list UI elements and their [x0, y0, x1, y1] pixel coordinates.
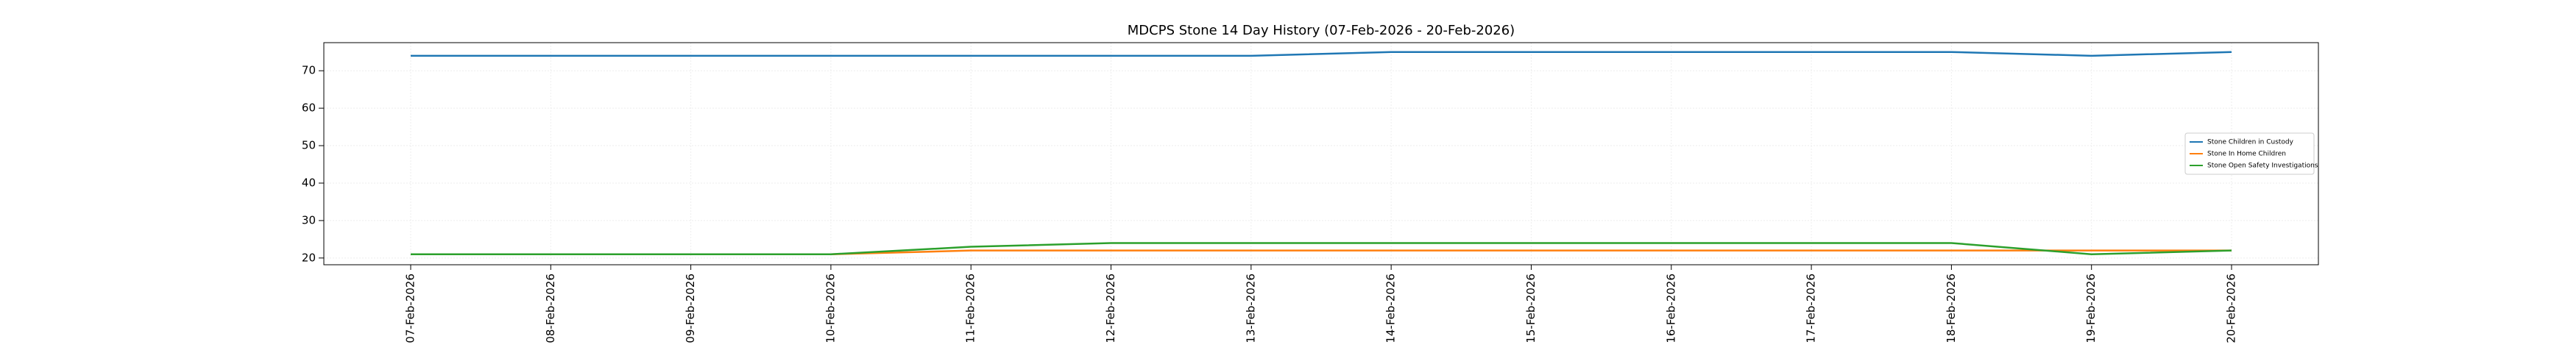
legend-label: Stone Children in Custody — [2207, 139, 2294, 146]
legend-label: Stone Open Safety Investigations — [2207, 163, 2318, 170]
y-tick-label: 60 — [302, 101, 316, 115]
y-tick-label: 20 — [302, 251, 316, 264]
x-tick-label: 12-Feb-2026 — [1104, 274, 1117, 343]
x-tick-label: 09-Feb-2026 — [684, 274, 697, 343]
x-tick-label: 19-Feb-2026 — [2084, 274, 2098, 343]
legend-label: Stone In Home Children — [2207, 151, 2286, 158]
x-tick-label: 16-Feb-2026 — [1664, 274, 1677, 343]
x-tick-label: 17-Feb-2026 — [1805, 274, 1818, 343]
legend-box — [2184, 132, 2315, 175]
x-tick-label: 15-Feb-2026 — [1524, 274, 1538, 343]
x-tick-label: 18-Feb-2026 — [1945, 274, 1958, 343]
x-tick-label: 11-Feb-2026 — [964, 274, 977, 343]
x-tick-label: 20-Feb-2026 — [2225, 274, 2238, 343]
x-tick-label: 10-Feb-2026 — [824, 274, 837, 343]
x-tick-label: 07-Feb-2026 — [403, 274, 417, 343]
plot-frame — [323, 42, 2319, 265]
series-line — [410, 242, 2232, 255]
x-tick-label: 14-Feb-2026 — [1384, 274, 1398, 343]
x-tick-label: 08-Feb-2026 — [544, 274, 557, 343]
y-tick-label: 50 — [302, 139, 316, 152]
x-tick-label: 13-Feb-2026 — [1244, 274, 1257, 343]
chart-title: MDCPS Stone 14 Day History (07-Feb-2026 … — [1128, 23, 1515, 38]
series-line — [410, 51, 2232, 57]
y-tick-label: 70 — [302, 64, 316, 77]
y-tick-label: 40 — [302, 176, 316, 189]
y-tick-label: 30 — [302, 213, 316, 227]
